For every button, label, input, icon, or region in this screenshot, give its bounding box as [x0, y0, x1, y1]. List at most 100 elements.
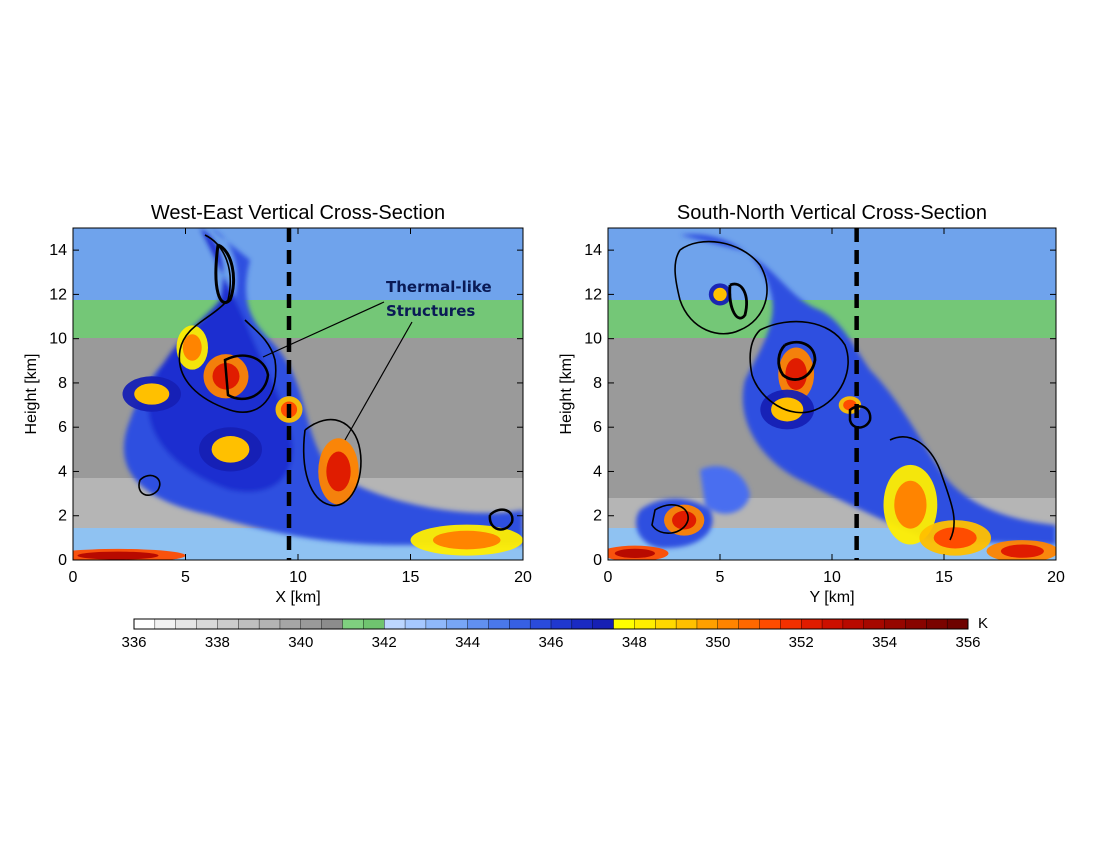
y-tick-label: 0	[58, 552, 67, 569]
colorbar-tick-label: 344	[455, 634, 480, 651]
bg-layer-green	[73, 300, 523, 338]
x-axis-label: X [km]	[275, 589, 320, 606]
annotation-line-2: Structures	[386, 302, 475, 320]
x-tick-label: 0	[69, 569, 78, 586]
plume-shape	[700, 466, 750, 514]
colorbar-cell	[529, 618, 552, 630]
colorbar-cell	[258, 618, 281, 630]
y-tick-label: 12	[49, 286, 67, 303]
colorbar-cell	[821, 618, 844, 630]
panel-south-north: South-North Vertical Cross-Section	[558, 202, 1065, 606]
colorbar-cell	[613, 618, 635, 630]
y-axis-label: Height [km]	[23, 354, 40, 435]
y-tick-label: 6	[58, 419, 67, 436]
colorbar-cell	[425, 618, 448, 630]
chart-title: West-East Vertical Cross-Section	[151, 202, 445, 224]
y-tick-label: 4	[593, 463, 602, 480]
colorbar: 336 338 340 342 344 346 348 350 352 354 356 K	[121, 615, 988, 651]
colorbar-tick-label: 346	[538, 634, 563, 651]
colorbar-frame	[133, 618, 969, 630]
colorbar-cell	[946, 618, 969, 630]
contour-line	[223, 354, 270, 401]
contour-lines	[651, 240, 955, 541]
y-tick-label: 8	[58, 375, 67, 392]
colorbar-cell	[842, 618, 865, 630]
contour-line	[889, 436, 955, 541]
warm-region-core	[894, 480, 927, 529]
colorbar-cell	[175, 618, 198, 630]
colorbar-cell	[550, 618, 573, 630]
colorbar-cell	[634, 618, 656, 630]
colorbar-tick-label: 354	[872, 634, 897, 651]
axes: 0 5 10 15 20 0 2 4 6 8 10 12 14	[49, 228, 532, 586]
colorbar-cell	[717, 618, 740, 630]
warm-region-core	[182, 334, 202, 361]
colorbar-cell	[655, 618, 677, 630]
colorbar-cell	[404, 618, 427, 630]
colorbar-tick-label: 338	[205, 634, 230, 651]
colorbar-cell	[488, 618, 510, 630]
y-axis-label: Height [km]	[558, 354, 575, 435]
contour-lines	[138, 234, 514, 531]
contour-line	[138, 474, 161, 496]
colorbar-cell	[217, 618, 239, 630]
y-tick-label: 14	[49, 242, 67, 259]
contour-line	[728, 282, 748, 320]
colorbar-cell	[738, 618, 761, 630]
y-tick-label: 10	[584, 331, 602, 348]
contour-line	[214, 243, 236, 304]
colorbar-cell	[154, 618, 177, 630]
x-tick-label: 20	[514, 569, 532, 586]
x-tick-label: 0	[604, 569, 613, 586]
colorbar-tick-label: 342	[372, 634, 397, 651]
colorbar-cell	[321, 618, 343, 630]
warm-region-core	[433, 530, 501, 550]
colorbar-cell	[363, 618, 385, 630]
bg-layer-upper	[608, 228, 1056, 300]
contour-line	[488, 508, 514, 531]
bg-layer-upper	[73, 228, 523, 300]
colorbar-cell	[342, 618, 364, 630]
colorbar-cell	[926, 618, 948, 630]
annotation-arrow	[262, 301, 385, 358]
x-tick-label: 5	[181, 569, 190, 586]
x-tick-label: 20	[1047, 569, 1065, 586]
contour-line	[777, 340, 817, 381]
annotation-arrow	[344, 321, 413, 441]
y-tick-label: 2	[58, 508, 67, 525]
warm-region-core	[326, 451, 351, 492]
contour-line	[302, 418, 362, 507]
colorbar-cell	[905, 618, 927, 630]
colorbar-cell	[696, 618, 719, 630]
y-tick-label: 0	[593, 552, 602, 569]
x-tick-label: 15	[935, 569, 953, 586]
warm-region-core	[211, 436, 250, 463]
colorbar-tick-label: 350	[705, 634, 730, 651]
colorbar-cell	[801, 618, 823, 630]
x-tick-label: 10	[289, 569, 307, 586]
warm-regions	[608, 283, 1056, 560]
warm-region-core	[713, 287, 727, 302]
colorbar-cell	[675, 618, 698, 630]
y-tick-label: 2	[593, 508, 602, 525]
colorbar-tick-label: 352	[789, 634, 814, 651]
colorbar-cell	[780, 618, 802, 630]
warm-region-core	[614, 548, 656, 559]
colorbar-tick-label: 348	[622, 634, 647, 651]
colorbar-cell	[196, 618, 218, 630]
warm-region-core	[785, 358, 807, 391]
annotation-line-1: Thermal-like	[386, 278, 492, 296]
warm-region-core	[771, 397, 804, 422]
plume-shape	[680, 234, 1056, 545]
x-tick-label: 10	[823, 569, 841, 586]
panel-west-east: West-East Vertical Cross-Section	[23, 202, 532, 606]
warm-region-core	[77, 551, 159, 560]
colorbar-cell	[238, 618, 260, 630]
y-tick-label: 14	[584, 242, 602, 259]
colorbar-cell	[467, 618, 489, 630]
warm-region-core	[134, 383, 170, 405]
y-tick-label: 8	[593, 375, 602, 392]
contour-line	[651, 504, 689, 534]
x-tick-label: 5	[716, 569, 725, 586]
